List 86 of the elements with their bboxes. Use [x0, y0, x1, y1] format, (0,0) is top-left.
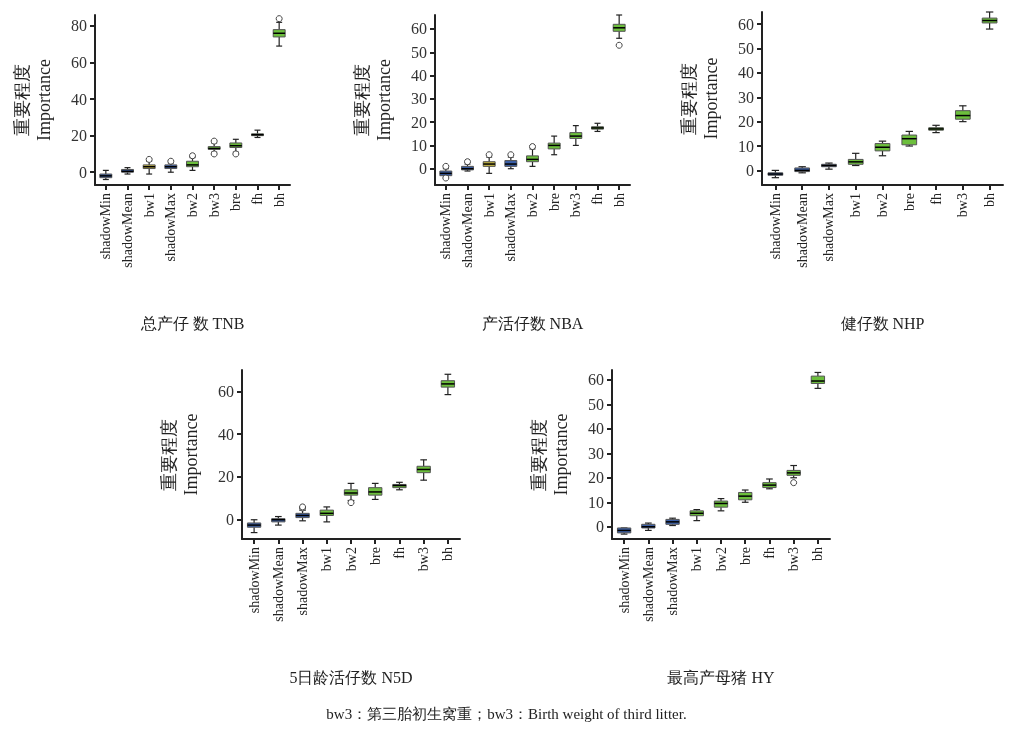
x-tick-label: bw2: [713, 547, 729, 572]
x-tick-label: bw1: [689, 547, 705, 572]
y-tick-label: 10: [411, 136, 427, 154]
x-tick-label: fh: [928, 193, 944, 205]
y-tick-label: 50: [588, 395, 604, 413]
y-tick-label: 0: [746, 161, 754, 179]
x-tick-label: fh: [761, 547, 777, 559]
x-tick-label: shadowMax: [665, 547, 681, 616]
x-tick-label: bw3: [206, 193, 222, 218]
y-axis-title: 重要程度 Importance: [159, 413, 201, 496]
x-axis-title: 总产仔 数 TNB: [139, 314, 245, 332]
y-tick-label: 0: [419, 160, 427, 178]
x-tick-label: fh: [590, 193, 605, 205]
y-tick-label: 0: [226, 511, 234, 529]
x-axis-title: 最高产母猪 HY: [667, 668, 775, 686]
text: bw3：第三胎初生窝重；bw3：Birth weight of third litter.: [325, 705, 688, 724]
y-tick-label: 40: [588, 420, 604, 438]
x-tick-label: bw2: [875, 193, 890, 218]
x-tick-label: shadowMax: [821, 193, 837, 262]
x-tick-label: bh: [271, 193, 287, 207]
y-tick-label: 0: [596, 518, 604, 536]
y-axis-title: 重要程度 Importance: [529, 413, 571, 496]
y-tick-label: 0: [79, 163, 87, 181]
y-axis-title: 重要程度 Importance: [352, 59, 394, 141]
x-tick-label: shadowMax: [503, 193, 519, 262]
y-tick-label: 30: [588, 444, 604, 462]
x-tick-label: shadowMax: [295, 547, 311, 616]
y-tick-label: 40: [738, 64, 754, 82]
x-tick-label: bw2: [343, 547, 359, 572]
y-tick-label: 40: [218, 425, 234, 443]
x-tick-label: bre: [901, 193, 917, 211]
y-tick-label: 30: [738, 88, 754, 106]
x-tick-label: bh: [810, 547, 826, 561]
x-tick-label: shadowMean: [640, 547, 656, 622]
x-tick-label: bw1: [848, 193, 864, 218]
x-tick-label: bw2: [525, 193, 540, 218]
y-tick-label: 60: [218, 382, 234, 400]
y-tick-label: 60: [71, 54, 87, 72]
x-tick-label: shadowMean: [794, 193, 810, 268]
x-tick-label: bw1: [319, 547, 335, 572]
x-tick-label: fh: [250, 193, 265, 205]
y-tick-label: 60: [411, 20, 427, 38]
x-tick-label: bw1: [481, 193, 497, 218]
y-tick-label: 40: [411, 67, 427, 85]
x-tick-label: shadowMean: [270, 547, 286, 622]
y-tick-label: 10: [588, 493, 604, 511]
x-tick-label: bre: [546, 193, 562, 211]
y-axis-title: 重要程度 Importance: [679, 57, 721, 140]
y-tick-label: 40: [71, 90, 87, 108]
x-axis-title: 产活仔数 NBA: [481, 314, 584, 332]
x-tick-label: bh: [982, 193, 998, 207]
x-tick-label: bw3: [568, 193, 584, 218]
x-tick-label: shadowMean: [120, 193, 135, 268]
x-tick-label: shadowMin: [767, 193, 783, 260]
y-tick-label: 60: [588, 371, 604, 389]
x-tick-label: shadowMean: [460, 193, 475, 268]
x-tick-label: bw1: [141, 193, 157, 218]
y-tick-label: 20: [411, 113, 427, 131]
y-tick-label: 20: [738, 113, 754, 131]
y-tick-label: 50: [411, 43, 427, 61]
x-tick-label: bw3: [786, 547, 802, 572]
x-tick-label: shadowMax: [163, 193, 179, 262]
x-tick-label: bre: [737, 547, 753, 565]
y-tick-label: 20: [71, 127, 87, 145]
x-tick-label: bh: [611, 193, 627, 207]
x-tick-label: bw3: [416, 547, 432, 572]
x-tick-label: bre: [367, 547, 383, 565]
y-tick-label: 20: [588, 469, 604, 487]
y-tick-label: 50: [738, 40, 754, 58]
x-axis-title: 5日龄活仔数 N5D: [289, 668, 413, 686]
y-tick-label: 80: [71, 17, 87, 35]
x-tick-label: fh: [391, 547, 407, 559]
x-tick-label: shadowMin: [616, 547, 632, 614]
x-tick-label: shadowMin: [246, 547, 262, 614]
x-tick-label: shadowMin: [98, 193, 114, 260]
y-tick-label: 30: [411, 90, 427, 108]
y-tick-label: 20: [218, 468, 234, 486]
y-axis-title: 重要程度 Importance: [12, 59, 54, 141]
x-tick-label: shadowMin: [438, 193, 454, 260]
y-tick-label: 60: [738, 15, 754, 33]
x-axis-title: 健仔数 NHP: [840, 314, 925, 332]
x-tick-label: bw2: [185, 193, 200, 218]
x-tick-label: bh: [440, 547, 456, 561]
x-tick-label: bw3: [955, 193, 971, 218]
x-tick-label: bre: [228, 193, 244, 211]
y-tick-label: 10: [738, 137, 754, 155]
